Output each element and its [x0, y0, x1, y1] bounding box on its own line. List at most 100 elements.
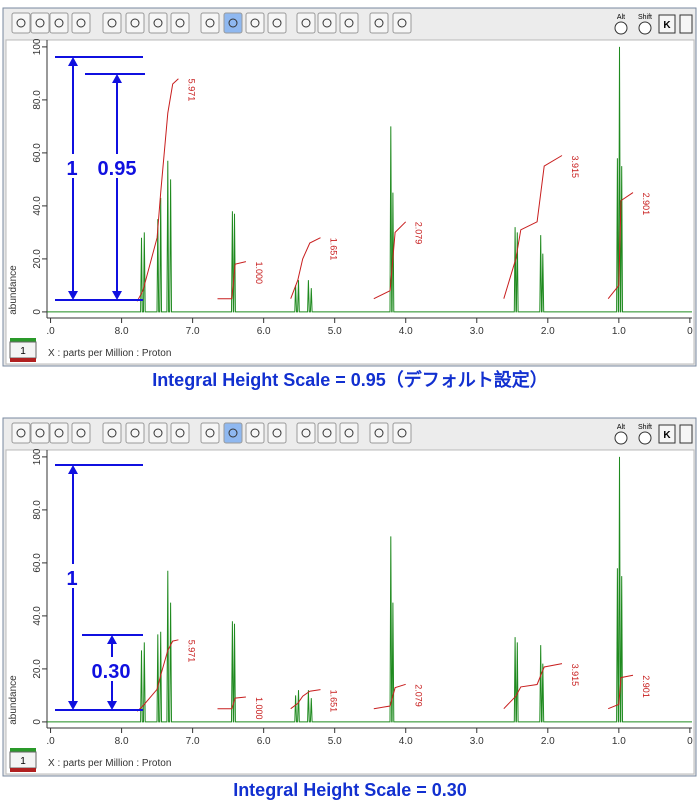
key-label: K	[663, 430, 671, 441]
integral-label: 2.901	[641, 675, 651, 698]
x-tick-label: 3.0	[470, 326, 484, 337]
key-button[interactable]: K	[658, 14, 676, 34]
arrow-head	[107, 701, 117, 710]
toolbar-button[interactable]	[49, 12, 69, 34]
toolbar-button[interactable]	[148, 422, 168, 444]
button-icon	[107, 18, 117, 28]
toolbar-button[interactable]	[317, 422, 337, 444]
annotation: 0.95	[98, 158, 137, 180]
y-tick-label: 80.0	[32, 500, 43, 520]
toolbar-button[interactable]	[170, 12, 190, 34]
panel-tab[interactable]: 1	[9, 338, 37, 362]
button-face	[11, 12, 31, 34]
integral-curve	[290, 237, 321, 299]
nmr-window: Alt Shift K 0 20.0 40.0 60.0 80.0 100 .0 8.0 7.0 6.0…	[2, 7, 697, 367]
arrow-head	[68, 291, 78, 300]
toolbar-button[interactable]	[339, 12, 359, 34]
button-face	[317, 12, 337, 34]
toolbar-button[interactable]	[317, 12, 337, 34]
button-icon	[16, 428, 26, 438]
toolbar-button[interactable]	[267, 12, 287, 34]
button-icon	[35, 18, 45, 28]
toolbar-button[interactable]	[30, 422, 50, 444]
toolbar-button[interactable]	[369, 422, 389, 444]
annotation: 1	[66, 568, 77, 590]
button-face	[317, 422, 337, 444]
annotation: 0.30	[92, 661, 131, 683]
toolbar-button[interactable]	[296, 12, 316, 34]
toolbar-button[interactable]	[267, 422, 287, 444]
toolbar-button[interactable]	[392, 12, 412, 34]
toolbar-button[interactable]	[296, 422, 316, 444]
button-icon	[250, 428, 260, 438]
scroll-button[interactable]	[679, 424, 693, 444]
toolbar-button[interactable]	[170, 422, 190, 444]
toolbar-button[interactable]	[223, 12, 243, 34]
toolbar-button[interactable]	[125, 12, 145, 34]
key-button[interactable]: K	[658, 424, 676, 444]
button-face	[30, 422, 50, 444]
integral-curve	[608, 674, 634, 710]
toolbar-button[interactable]	[102, 422, 122, 444]
button-icon	[205, 18, 215, 28]
button-face	[245, 12, 265, 34]
toolbar-button[interactable]	[200, 12, 220, 34]
x-tick-label: 3.0	[470, 736, 484, 747]
button-icon	[250, 18, 260, 28]
toolbar-button[interactable]	[49, 422, 69, 444]
button-face	[125, 422, 145, 444]
tab-red	[10, 358, 36, 362]
annotation-bg	[50, 154, 94, 178]
annotation-bg	[50, 564, 94, 588]
toolbar-button[interactable]	[223, 422, 243, 444]
button-face	[125, 12, 145, 34]
annotation-bg	[89, 657, 133, 681]
x-tick-label: .0	[46, 736, 55, 747]
y-tick-label: 20.0	[32, 249, 43, 269]
toolbar-button[interactable]	[148, 12, 168, 34]
button-face	[392, 12, 412, 34]
integral-curve	[217, 261, 247, 300]
integral-label: 5.971	[186, 640, 196, 663]
toolbar-button[interactable]	[339, 422, 359, 444]
key-label: K	[663, 20, 671, 31]
tab-label: 1	[20, 756, 26, 767]
y-axis-label: abundance	[8, 265, 19, 315]
y-tick-label: 0	[32, 719, 43, 725]
alt-indicator: Alt	[614, 14, 628, 35]
x-tick-label: 0	[687, 326, 693, 337]
button-face	[339, 422, 359, 444]
integral-label: 5.971	[186, 79, 196, 102]
toolbar-button[interactable]	[30, 12, 50, 34]
toolbar-button[interactable]	[71, 422, 91, 444]
toolbar-button[interactable]	[125, 422, 145, 444]
toolbar-button[interactable]	[200, 422, 220, 444]
panel-tab[interactable]: 1	[9, 748, 37, 772]
button-icon	[301, 18, 311, 28]
toolbar-button[interactable]	[369, 12, 389, 34]
nmr-window: Alt Shift K 0 20.0 40.0 60.0 80.0 100 .0 8.0 7.0 6.0…	[2, 417, 697, 777]
toolbar-button[interactable]	[245, 422, 265, 444]
arrow-head	[68, 57, 78, 66]
button-icon	[374, 18, 384, 28]
toolbar-button[interactable]	[392, 422, 412, 444]
button-icon	[322, 18, 332, 28]
button-icon	[175, 18, 185, 28]
toolbar-button[interactable]	[71, 12, 91, 34]
button-icon	[205, 428, 215, 438]
toolbar-button[interactable]	[11, 12, 31, 34]
key-face	[658, 424, 676, 444]
arrow-head	[107, 635, 117, 644]
toolbar-button[interactable]	[102, 12, 122, 34]
button-icon	[76, 428, 86, 438]
integral-curve	[373, 683, 406, 710]
toolbar-button[interactable]	[11, 422, 31, 444]
scroll-button[interactable]	[679, 14, 693, 34]
toolbar-button[interactable]	[245, 12, 265, 34]
plot-area	[5, 449, 695, 775]
tab-green	[10, 338, 36, 342]
button-icon	[344, 428, 354, 438]
spectrum-line	[47, 46, 692, 313]
button-icon	[16, 18, 26, 28]
integral-curve	[136, 78, 179, 302]
